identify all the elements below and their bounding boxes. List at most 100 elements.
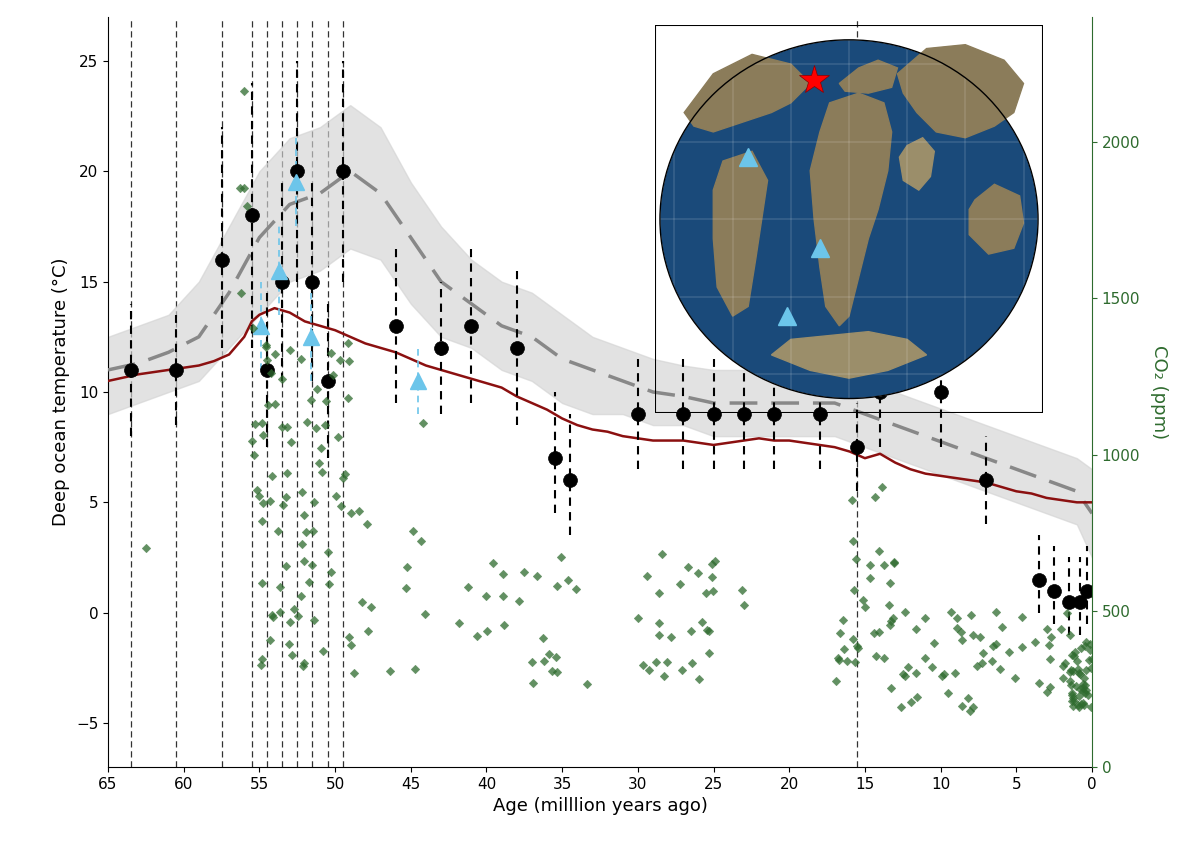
Point	[866, 650, 886, 663]
Point	[893, 667, 912, 680]
Point	[317, 394, 336, 407]
Point	[1069, 699, 1088, 712]
Point	[330, 353, 349, 367]
Point	[1073, 696, 1092, 710]
Y-axis label: CO₂ (ppm): CO₂ (ppm)	[1150, 345, 1168, 439]
Point	[546, 650, 565, 663]
Point	[234, 181, 253, 195]
Point	[948, 611, 967, 625]
Point	[1069, 700, 1088, 713]
Point	[1081, 701, 1100, 714]
Point	[534, 631, 553, 645]
Point	[311, 441, 330, 454]
Point	[898, 661, 917, 674]
Point	[734, 599, 754, 612]
Point	[1066, 645, 1085, 658]
Point	[252, 658, 271, 672]
Point	[938, 686, 958, 700]
Point	[649, 616, 668, 630]
Point	[1055, 656, 1074, 669]
Point	[838, 654, 857, 668]
Point	[263, 608, 282, 621]
Point	[253, 577, 272, 590]
Point	[653, 547, 672, 561]
Point	[703, 570, 722, 583]
Point	[1013, 610, 1032, 624]
Point	[637, 569, 656, 583]
Point	[253, 497, 272, 510]
Point	[313, 644, 332, 658]
Point	[986, 605, 1006, 619]
Point	[833, 614, 852, 627]
Point	[341, 639, 360, 652]
Polygon shape	[810, 94, 892, 326]
Point	[972, 657, 991, 670]
Point	[1074, 698, 1093, 711]
Point	[527, 570, 546, 583]
Point	[872, 481, 892, 494]
Point	[1025, 636, 1044, 649]
Point	[293, 537, 312, 550]
Point	[1079, 689, 1098, 702]
Point	[1063, 699, 1082, 712]
Point	[253, 428, 272, 442]
Point	[1068, 654, 1087, 668]
Point	[257, 338, 276, 352]
Point	[284, 602, 304, 615]
Y-axis label: Deep ocean temperature (°C): Deep ocean temperature (°C)	[53, 258, 71, 526]
Point	[293, 486, 312, 499]
Point	[853, 593, 872, 606]
Point	[277, 420, 296, 433]
Point	[952, 626, 971, 639]
Point	[854, 600, 874, 614]
Point	[458, 581, 478, 594]
Point	[292, 589, 311, 603]
Point	[1062, 689, 1081, 702]
Point	[468, 629, 487, 642]
Point	[322, 566, 341, 579]
Point	[271, 580, 290, 593]
Point	[265, 347, 284, 361]
Point	[700, 647, 719, 660]
Point	[534, 654, 553, 668]
Point	[263, 609, 282, 623]
Point	[295, 555, 314, 568]
Point	[688, 566, 707, 580]
Point	[281, 615, 300, 628]
Point	[870, 625, 889, 638]
Point	[964, 700, 983, 713]
Point	[907, 666, 926, 679]
Point	[880, 577, 899, 590]
Point	[1013, 641, 1032, 654]
Point	[925, 636, 944, 649]
Point	[1061, 665, 1080, 679]
Point	[1054, 659, 1073, 673]
Point	[1073, 681, 1092, 695]
Point	[232, 287, 251, 300]
Point	[566, 582, 586, 595]
Point	[1060, 674, 1079, 688]
Point	[331, 500, 350, 513]
Point	[682, 624, 701, 637]
Point	[827, 674, 846, 687]
Point	[845, 583, 864, 597]
Point	[276, 559, 295, 572]
Point	[830, 652, 850, 666]
Point	[310, 457, 329, 470]
Point	[540, 647, 559, 661]
Point	[302, 558, 322, 572]
Point	[397, 560, 416, 573]
Point	[478, 624, 497, 637]
Point	[260, 634, 280, 647]
Point	[334, 471, 353, 485]
Point	[829, 652, 848, 665]
Point	[252, 514, 271, 528]
Point	[514, 565, 533, 578]
Point	[353, 596, 372, 609]
Point	[1063, 665, 1082, 679]
Point	[1070, 667, 1090, 680]
Point	[946, 666, 965, 679]
Point	[640, 663, 659, 677]
Point	[276, 490, 295, 503]
Point	[262, 470, 281, 483]
